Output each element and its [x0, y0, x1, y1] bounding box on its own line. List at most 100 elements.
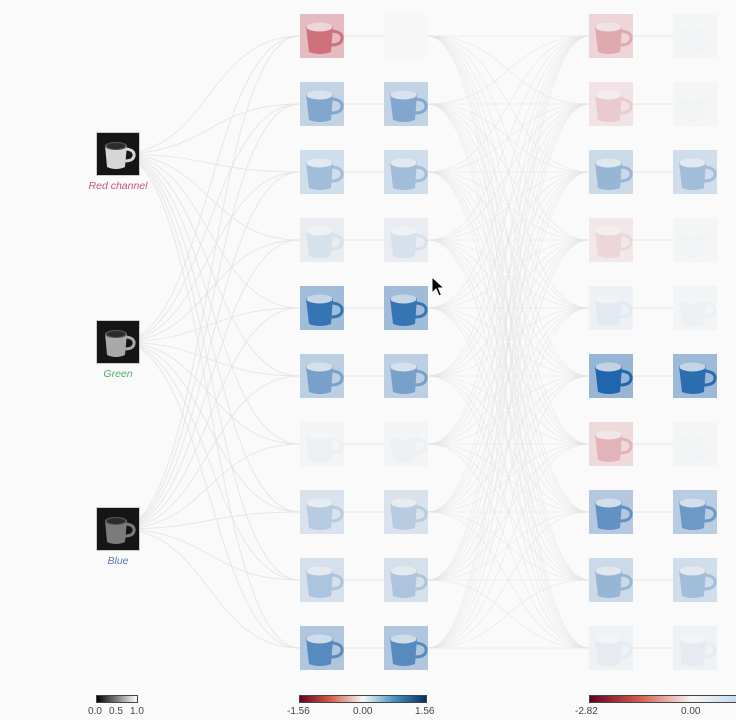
layer2-conv-node-1[interactable] — [589, 82, 633, 126]
edge — [427, 35, 590, 377]
edge — [117, 528, 301, 581]
layer2-act-node-0[interactable] — [673, 14, 717, 58]
edge — [427, 511, 590, 649]
edge — [117, 341, 301, 513]
layer2-act-node-6[interactable] — [673, 422, 717, 466]
edge — [117, 153, 301, 513]
layer1-conv-node-4[interactable] — [300, 286, 344, 330]
edge — [117, 171, 301, 343]
layer1-conv-node-2[interactable] — [300, 150, 344, 194]
layer2-colorbar-tick-min: -2.82 — [575, 706, 598, 717]
layer1-colorbar-gradient — [299, 695, 427, 703]
edge — [427, 171, 590, 649]
layer2-conv-node-0[interactable] — [589, 14, 633, 58]
edge — [117, 307, 301, 343]
layer1-act-node-1[interactable] — [384, 82, 428, 126]
layer1-conv-node-6[interactable] — [300, 422, 344, 466]
edge — [427, 35, 590, 173]
edge — [117, 153, 301, 241]
layer2-act-node-8[interactable] — [673, 558, 717, 602]
edge — [427, 103, 590, 649]
layer2-colorbar: -2.82 0.00 — [575, 695, 736, 717]
input-caption-green: Green — [103, 368, 133, 380]
edge — [427, 35, 590, 513]
layer2-conv-node-6[interactable] — [589, 422, 633, 466]
edge — [117, 153, 301, 377]
layer1-conv-node-5[interactable] — [300, 354, 344, 398]
layer2-act-node-7[interactable] — [673, 490, 717, 534]
layer1-colorbar-tick-mid: 0.00 — [353, 706, 373, 717]
layer1-conv-node-0[interactable] — [300, 14, 344, 58]
input-colorbar: 0.0 0.5 1.0 — [88, 695, 144, 717]
input-caption-blue: Blue — [107, 555, 129, 567]
layer1-act-node-4[interactable] — [384, 286, 428, 330]
edge — [117, 341, 301, 377]
layer1-act-node-2[interactable] — [384, 150, 428, 194]
edge — [117, 341, 301, 649]
layer2-act-node-5[interactable] — [673, 354, 717, 398]
input-node-green[interactable]: Green — [73, 320, 163, 380]
edge — [117, 153, 301, 173]
input-colorbar-tick-min: 0.0 — [88, 706, 102, 717]
layer1-conv-node-9[interactable] — [300, 626, 344, 670]
input-node-red[interactable]: Red channel — [73, 132, 163, 192]
edge — [117, 35, 301, 530]
layer1-conv-node-3[interactable] — [300, 218, 344, 262]
edge — [427, 35, 590, 649]
layer1-colorbar-tick-min: -1.56 — [287, 706, 310, 717]
layer2-colorbar-tick-mid: 0.00 — [681, 706, 701, 717]
edge — [117, 103, 301, 530]
edge — [427, 35, 590, 581]
layer2-conv-node-8[interactable] — [589, 558, 633, 602]
layer2-conv-node-9[interactable] — [589, 626, 633, 670]
input-colorbar-gradient — [96, 695, 138, 703]
layer2-conv-node-3[interactable] — [589, 218, 633, 262]
edge — [117, 103, 301, 343]
edge — [427, 579, 590, 649]
edge — [117, 171, 301, 530]
mouse-pointer-icon — [431, 276, 445, 297]
connection-edges — [117, 35, 673, 649]
edge — [117, 528, 301, 649]
edge — [117, 153, 301, 445]
edge — [427, 35, 590, 105]
layer2-act-node-2[interactable] — [673, 150, 717, 194]
edge — [117, 35, 301, 155]
layer1-conv-node-1[interactable] — [300, 82, 344, 126]
edge — [117, 443, 301, 530]
layer2-colorbar-gradient — [589, 695, 736, 703]
layer2-conv-node-4[interactable] — [589, 286, 633, 330]
edge — [117, 341, 301, 581]
layer1-act-node-8[interactable] — [384, 558, 428, 602]
layer1-conv-node-7[interactable] — [300, 490, 344, 534]
edge — [117, 239, 301, 343]
layer1-act-node-7[interactable] — [384, 490, 428, 534]
layer2-act-node-9[interactable] — [673, 626, 717, 670]
mug-thumbnail-red — [96, 132, 140, 176]
edge — [117, 103, 301, 155]
input-colorbar-tick-max: 1.0 — [130, 706, 144, 717]
mug-thumbnail-green — [96, 320, 140, 364]
edge — [427, 239, 590, 649]
input-node-blue[interactable]: Blue — [73, 507, 163, 567]
layer1-act-node-0[interactable] — [384, 14, 428, 58]
layer1-act-node-3[interactable] — [384, 218, 428, 262]
layer2-conv-node-2[interactable] — [589, 150, 633, 194]
layer1-act-node-6[interactable] — [384, 422, 428, 466]
layer2-conv-node-7[interactable] — [589, 490, 633, 534]
layer2-conv-node-5[interactable] — [589, 354, 633, 398]
layer2-act-node-4[interactable] — [673, 286, 717, 330]
layer2-act-node-3[interactable] — [673, 218, 717, 262]
layer1-act-node-9[interactable] — [384, 626, 428, 670]
input-caption-red: Red channel — [88, 180, 148, 192]
edge — [427, 375, 590, 649]
layer2-act-node-1[interactable] — [673, 82, 717, 126]
edge — [117, 511, 301, 530]
edge — [427, 35, 590, 241]
layer1-act-node-5[interactable] — [384, 354, 428, 398]
edge — [117, 153, 301, 649]
edge — [427, 443, 590, 649]
layer1-conv-node-8[interactable] — [300, 558, 344, 602]
mug-thumbnail-blue — [96, 507, 140, 551]
